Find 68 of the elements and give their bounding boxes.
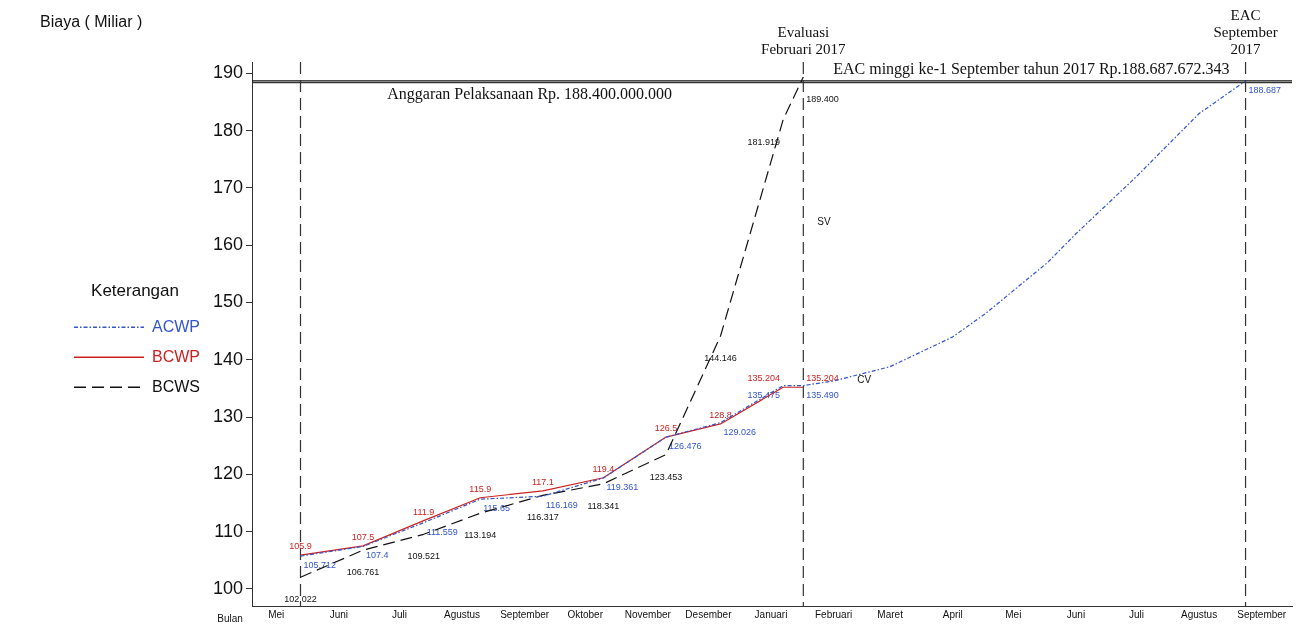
data-label: 116.317: [526, 512, 559, 523]
data-label: 102.022: [284, 594, 317, 605]
y-tick-label: 110: [214, 520, 244, 541]
legend-label: ACWP: [152, 317, 200, 335]
legend-label: BCWS: [152, 377, 200, 395]
data-label: 135.490: [806, 389, 839, 400]
annotation: SV: [817, 216, 831, 228]
y-tick-label: 190: [212, 62, 244, 83]
x-tick-label: Maret: [877, 608, 904, 620]
data-label: 123.453: [649, 471, 683, 482]
ref-line-label: EAC minggi ke-1 September tahun 2017 Rp.188.687.672.343: [833, 60, 1230, 79]
x-tick-label: Januari: [754, 608, 788, 620]
x-tick-label: Februari: [814, 608, 853, 620]
data-label: 135.204: [806, 373, 839, 384]
x-tick-label: Agustus: [1181, 608, 1218, 620]
data-label: 111.9: [413, 506, 435, 517]
y-tick-label: 160: [212, 234, 244, 255]
y-tick-label: 170: [212, 176, 244, 197]
x-tick-label: Oktober: [567, 608, 604, 620]
data-label: 105.9: [289, 541, 312, 552]
y-tick-label: 120: [212, 463, 244, 484]
x-axis-title: Bulan: [217, 613, 243, 624]
ref-line-label: EAC September 2017: [1213, 7, 1278, 57]
x-tick-label: Mei: [1005, 608, 1022, 620]
data-label: 117.1: [531, 476, 554, 487]
data-label: 115.65: [483, 503, 511, 514]
data-label: 115.9: [469, 483, 492, 494]
x-tick-label: April: [942, 608, 963, 620]
data-label: 116.169: [545, 500, 578, 511]
data-label: 109.521: [407, 551, 440, 562]
x-tick-label: Mei: [268, 608, 285, 620]
data-label: 119.361: [606, 481, 639, 492]
y-tick-label: 180: [212, 119, 244, 140]
legend-title: Keterangan: [91, 280, 179, 300]
y-tick-label: 150: [212, 291, 244, 312]
ref-line-label: Anggaran Pelaksanaan Rp. 188.400.000.000: [387, 84, 673, 103]
ref-line-label: Evaluasi Februari 2017: [761, 24, 847, 57]
x-tick-label: Juni: [329, 608, 349, 620]
data-label: 129.026: [723, 426, 757, 437]
x-tick-label: Juli: [1129, 608, 1145, 620]
data-label: 135.204: [747, 373, 781, 384]
y-axis-title: Biaya ( Miliar ): [40, 13, 143, 30]
annotation: CV: [857, 373, 872, 385]
data-label: 113.194: [464, 530, 497, 541]
x-tick-label: Juni: [1066, 608, 1086, 620]
legend-label: BCWP: [152, 347, 200, 365]
data-label: 189.400: [806, 93, 839, 104]
data-label: 107.4: [366, 550, 389, 561]
data-label: 118.341: [587, 500, 620, 511]
data-label: 119.4: [592, 463, 615, 474]
x-tick-label: Agustus: [443, 608, 481, 620]
y-tick-label: 140: [212, 348, 244, 369]
x-tick-label: November: [624, 608, 672, 620]
x-tick-label: September: [1237, 608, 1287, 620]
data-label: 107.5: [351, 531, 375, 542]
data-label: 126.5: [654, 423, 678, 434]
x-tick-label: September: [500, 608, 550, 620]
x-tick-label: Desember: [685, 608, 733, 620]
data-label: 126.476: [669, 441, 702, 452]
data-label: 111.559: [426, 526, 458, 537]
data-label: 128.8: [709, 409, 732, 420]
data-label: 106.761: [346, 567, 380, 578]
data-label: 188.687: [1248, 84, 1282, 95]
x-tick-label: Juli: [391, 608, 407, 620]
y-tick-label: 130: [212, 406, 244, 426]
data-label: 144.146: [704, 353, 737, 364]
data-label: 105.712: [303, 560, 337, 571]
y-tick-label: 100: [212, 577, 244, 598]
